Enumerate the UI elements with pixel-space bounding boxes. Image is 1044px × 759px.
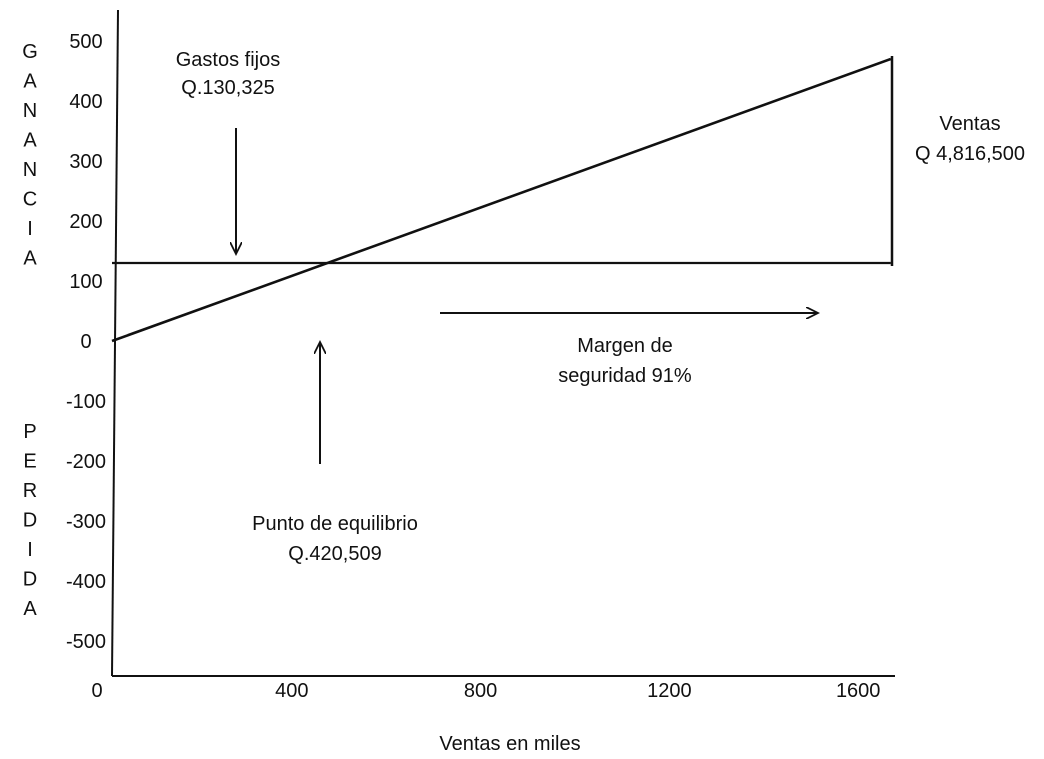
y-label-letter: N	[23, 100, 37, 122]
x-axis-label: Ventas en miles	[439, 733, 580, 755]
x-tick-label: 800	[464, 680, 497, 702]
x-tick-labels: 0 400 800 1200 1600	[91, 680, 880, 702]
y-tick-label: 400	[69, 91, 102, 113]
plot-series	[111, 57, 892, 343]
y-label-letter: G	[22, 41, 38, 63]
y-label-letter: D	[23, 569, 37, 591]
x-tick-label: 0	[91, 680, 102, 702]
y-tick-label: 500	[69, 31, 102, 53]
y-tick-label: -500	[66, 631, 106, 653]
fixed-costs-line2: Q.130,325	[181, 77, 274, 99]
y-label-letter: A	[23, 248, 37, 270]
breakeven-line1: Punto de equilibrio	[252, 513, 418, 535]
margin-line1: Margen de	[577, 335, 673, 357]
y-label-letter: N	[23, 159, 37, 181]
y-label-letter: E	[23, 451, 36, 473]
x-tick-label: 1200	[647, 680, 692, 702]
y-tick-label: -300	[66, 511, 106, 533]
breakeven-line2: Q.420,509	[288, 543, 381, 565]
y-label-letter: A	[23, 130, 37, 152]
sales-line	[111, 57, 892, 343]
y-tick-label: -200	[66, 451, 106, 473]
x-tick-label: 400	[275, 680, 308, 702]
y-tick-labels: 500 400 300 200 100 0 -100 -200 -300 -400 -500	[66, 31, 106, 653]
y-tick-label: 100	[69, 271, 102, 293]
margin-line2: seguridad 91%	[558, 365, 692, 387]
fixed-costs-line1: Gastos fijos	[176, 49, 280, 71]
y-tick-label: 0	[80, 331, 91, 353]
y-label-letter: R	[23, 480, 37, 502]
y-label-letter: A	[23, 71, 37, 93]
y-tick-label: 200	[69, 211, 102, 233]
y-tick-label: -100	[66, 391, 106, 413]
y-label-letter: I	[27, 218, 33, 240]
y-label-letter: A	[23, 598, 37, 620]
y-label-letter: C	[23, 189, 37, 211]
y-axis	[111, 9, 119, 677]
sales-line2: Q 4,816,500	[915, 143, 1025, 165]
y-tick-label: 300	[69, 151, 102, 173]
sales-line1: Ventas	[939, 113, 1000, 135]
x-tick-label: 1600	[836, 680, 881, 702]
y-label-letter: D	[23, 510, 37, 532]
y-tick-label: -400	[66, 571, 106, 593]
y-label-letter: P	[23, 421, 36, 443]
y-label-letter: I	[27, 539, 33, 561]
